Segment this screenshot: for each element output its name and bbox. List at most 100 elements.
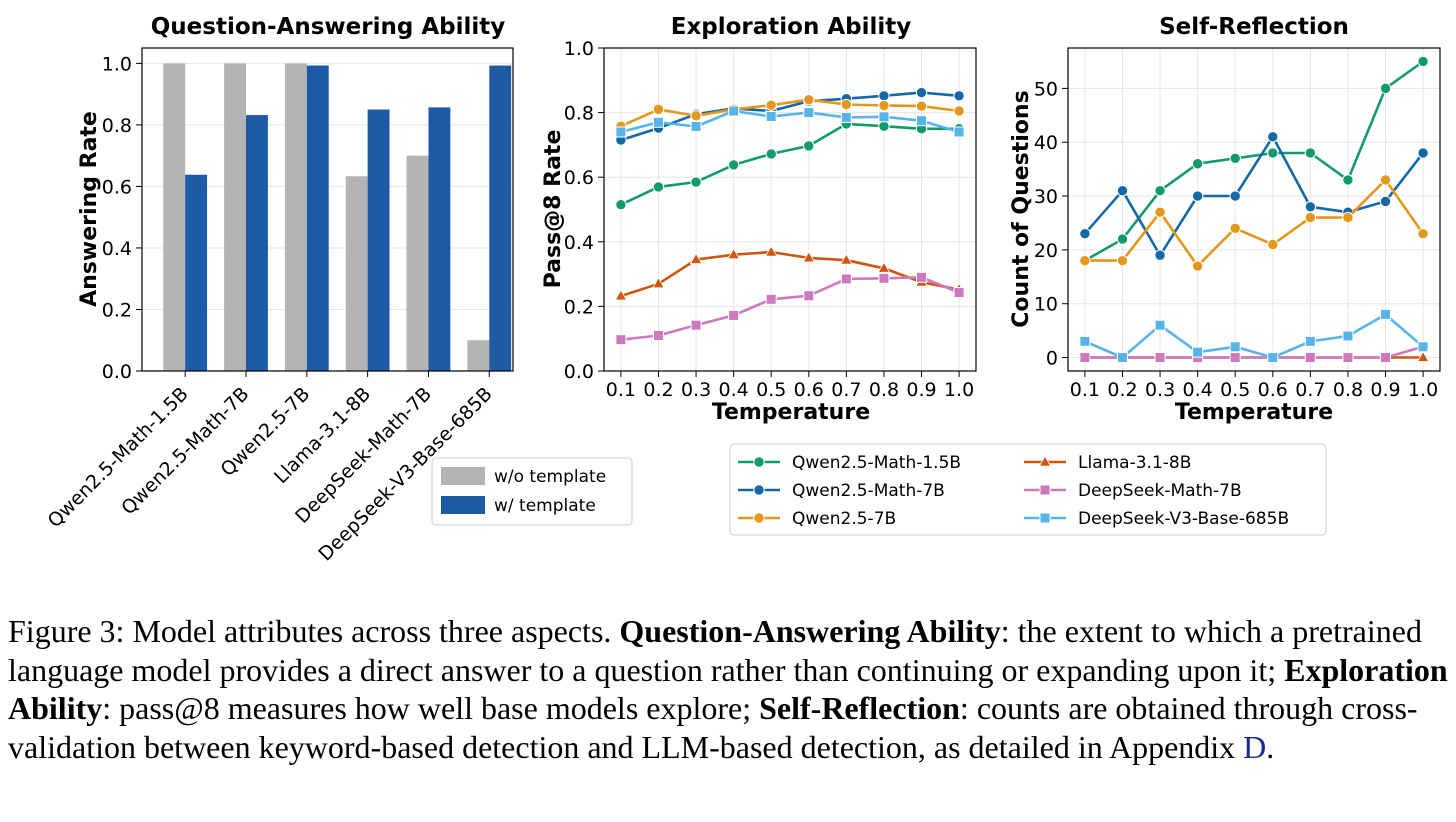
self-reflection-x-tick-label: 0.3: [1145, 379, 1175, 401]
self-reflection-series-qwen2-5-math-1-5b: [1079, 55, 1429, 267]
self-reflection-point-deepseek-v3-base-685b: [1417, 341, 1429, 353]
self-reflection-point-deepseek-math-7b: [1229, 352, 1241, 364]
qa-y-tick-label: 0.4: [102, 238, 132, 260]
legend-item-qwen2-5-7b: Qwen2.5-7B: [738, 509, 896, 529]
self-reflection-point-qwen2-5-7b: [1154, 206, 1166, 218]
self-reflection-line-deepseek-math-7b: [1084, 345, 1424, 359]
exploration-point-qwen2-5-7b: [953, 105, 965, 117]
self-reflection-y-tick-label: 10: [1034, 294, 1058, 316]
exploration-series-qwen2-5-7b: [615, 93, 965, 132]
exploration-x-tick-label: 0.4: [719, 379, 749, 401]
qa-legend-swatch-w-template: [441, 496, 485, 514]
self-reflection-point-qwen2-5-7b: [1116, 254, 1129, 267]
exploration-point-deepseek-v3-base-685b: [652, 116, 664, 128]
exploration-x-tick-label: 0.5: [756, 379, 786, 401]
self-reflection-point-qwen2-5-math-1-5b: [1304, 147, 1317, 159]
exploration-line-qwen2-5-7b: [620, 98, 960, 128]
self-reflection-point-qwen2-5-math-7b: [1191, 190, 1204, 202]
exploration-y-tick-label: 1.0: [564, 38, 594, 60]
self-reflection-point-qwen2-5-math-7b: [1304, 201, 1317, 213]
exploration-x-tick-label: 0.1: [606, 379, 636, 401]
exploration-line-llama-3-1-8b: [620, 250, 960, 298]
exploration-point-deepseek-math-7b: [615, 334, 627, 346]
legend-label-deepseek-v3-base-685b: DeepSeek-V3-Base-685B: [1078, 509, 1289, 529]
qa-y-tick-label: 0.2: [102, 299, 132, 321]
exploration-y-tick-label: 0.4: [564, 232, 594, 254]
self-reflection-y-tick-label: 50: [1034, 78, 1058, 100]
exploration-point-llama-3-1-8b: [877, 261, 891, 273]
self-reflection-x-tick-label: 0.4: [1183, 379, 1213, 401]
exploration-series-deepseek-v3-base-685b: [615, 105, 965, 138]
exploration-point-deepseek-math-7b: [840, 273, 852, 285]
line-legend: Qwen2.5-Math-1.5B Qwen2.5-Math-7B Qwen2.5-…: [729, 443, 1327, 536]
exploration-point-llama-3-1-8b: [840, 253, 853, 265]
bar-w-o-template-qwen2-5-7b: [284, 63, 307, 371]
qa-legend-swatch-wo-template: [441, 467, 485, 485]
legend-item-qwen2-5-math-7b: Qwen2.5-Math-7B: [738, 481, 945, 501]
legend-marker-deepseek-v3-base-685b: [1039, 512, 1051, 524]
exploration-point-qwen2-5-math-7b: [953, 90, 965, 102]
legend-label-llama-3-1-8b: Llama-3.1-8B: [1078, 453, 1191, 473]
exploration-ability-chart: Exploration Ability Pass@8 Rate Temperat…: [541, 14, 977, 425]
qa-ability-chart: Question-Answering Ability Answering Rat…: [44, 14, 633, 565]
caption-text-qa: : the extent to which a pretrained langu…: [8, 613, 1422, 688]
self-reflection-point-deepseek-v3-base-685b: [1342, 330, 1354, 342]
figure-3: Question-Answering Ability Answering Rat…: [44, 14, 1441, 565]
exploration-point-llama-3-1-8b: [764, 245, 778, 257]
exploration-y-tick-label: 0.2: [564, 296, 594, 318]
exploration-y-tick-label: 0.6: [564, 167, 594, 189]
bar-w-o-template-deepseek-math-7b: [406, 155, 429, 371]
self-reflection-point-qwen2-5-math-1-5b: [1191, 158, 1204, 170]
self-reflection-x-tick-label: 0.9: [1370, 379, 1400, 401]
caption-intro: Model attributes across three aspects.: [132, 613, 612, 649]
exploration-point-qwen2-5-7b: [878, 99, 890, 112]
caption-term-exploration: Exploration Ability: [8, 651, 1448, 727]
caption-term-self-reflection: Self-Reflection: [759, 690, 960, 726]
self-reflection-chart-title: Self-Reflection: [1159, 14, 1349, 40]
legend-item-llama-3-1-8b: Llama-3.1-8B: [1024, 453, 1191, 473]
exploration-point-deepseek-math-7b: [728, 309, 740, 321]
self-reflection-point-qwen2-5-math-1-5b: [1417, 55, 1429, 68]
exploration-point-deepseek-v3-base-685b: [615, 126, 627, 138]
legend-label-deepseek-math-7b: DeepSeek-Math-7B: [1078, 481, 1242, 501]
exploration-y-tick-label: 0.0: [564, 361, 594, 383]
self-reflection-point-deepseek-v3-base-685b: [1380, 308, 1392, 320]
self-reflection-line-qwen2-5-math-7b: [1083, 135, 1425, 257]
self-reflection-point-qwen2-5-math-7b: [1116, 184, 1129, 197]
self-reflection-line-deepseek-v3-base-685b: [1084, 313, 1424, 359]
qa-y-tick-label: 1.0: [102, 53, 132, 75]
bar-w-template-qwen2-5-math-1-5b: [185, 174, 208, 371]
exploration-x-tick-label: 0.3: [681, 379, 711, 401]
exploration-line-deepseek-v3-base-685b: [620, 109, 960, 134]
appendix-d-link[interactable]: D: [1243, 728, 1267, 765]
exploration-x-tick-label: 0.2: [643, 379, 673, 401]
self-reflection-point-qwen2-5-7b: [1417, 228, 1429, 240]
self-reflection-point-qwen2-5-math-7b: [1079, 228, 1091, 240]
self-reflection-line-qwen2-5-7b: [1084, 178, 1425, 268]
exploration-point-qwen2-5-math-7b: [915, 86, 928, 99]
exploration-point-deepseek-v3-base-685b: [840, 111, 852, 123]
legend-marker-llama-3-1-8b: [1038, 455, 1052, 467]
bar-w-template-deepseek-math-7b: [428, 107, 451, 371]
exploration-point-qwen2-5-7b: [765, 99, 777, 111]
qa-y-axis-label: Answering Rate: [77, 111, 102, 307]
qa-chart-title: Question-Answering Ability: [151, 14, 506, 40]
self-reflection-point-qwen2-5-7b: [1379, 174, 1392, 186]
self-reflection-point-qwen2-5-math-7b: [1229, 190, 1241, 202]
self-reflection-y-tick-label: 30: [1034, 186, 1058, 208]
exploration-point-qwen2-5-math-1-5b: [615, 198, 627, 211]
legend-item-deepseek-math-7b: DeepSeek-Math-7B: [1024, 481, 1242, 501]
self-reflection-series-qwen2-5-7b: [1079, 174, 1429, 272]
self-reflection-x-tick-label: 0.5: [1220, 379, 1250, 401]
self-reflection-point-deepseek-math-7b: [1154, 352, 1166, 364]
self-reflection-point-deepseek-v3-base-685b: [1192, 346, 1204, 358]
self-reflection-x-tick-label: 1.0: [1408, 379, 1438, 401]
caption-end: .: [1266, 728, 1275, 765]
self-reflection-y-tick-label: 0: [1046, 348, 1058, 370]
self-reflection-point-qwen2-5-math-1-5b: [1229, 152, 1241, 165]
self-reflection-point-qwen2-5-math-1-5b: [1342, 174, 1354, 186]
exploration-x-tick-label: 1.0: [944, 379, 974, 401]
exploration-point-deepseek-v3-base-685b: [953, 126, 965, 138]
self-reflection-point-llama-3-1-8b: [1416, 350, 1430, 362]
exploration-series-llama-3-1-8b: [614, 245, 966, 301]
